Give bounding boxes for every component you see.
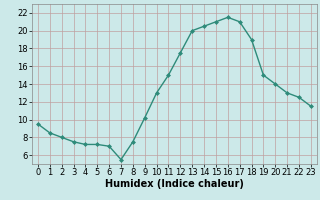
X-axis label: Humidex (Indice chaleur): Humidex (Indice chaleur)	[105, 179, 244, 189]
